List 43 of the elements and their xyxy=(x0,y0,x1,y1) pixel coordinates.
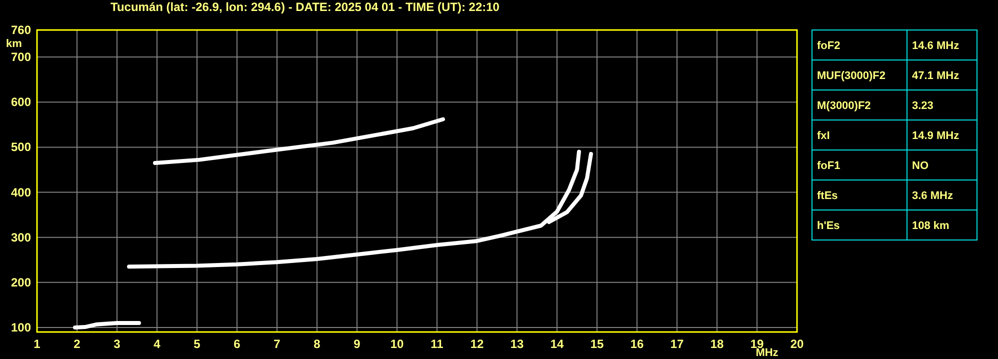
x-tick-label: 14 xyxy=(550,337,564,351)
category-label: MUF(3000)F2 xyxy=(817,70,886,82)
x-tick-label: 11 xyxy=(430,337,444,351)
text: 3.6 MHz xyxy=(912,190,953,202)
y-tick-label: 600 xyxy=(10,95,32,110)
x-tick-label: 17 xyxy=(670,337,684,351)
y-tick-label: 760 xyxy=(10,23,32,37)
y-tick-label: 100 xyxy=(10,320,32,334)
x-tick-label: 9 xyxy=(354,337,361,351)
x-tick-label: 15 xyxy=(590,337,604,351)
y-axis-title: km xyxy=(6,38,22,50)
x-tick-label: 20 xyxy=(790,337,804,351)
text: 3.23 xyxy=(912,100,934,112)
text: 108 km xyxy=(912,220,950,232)
category-label: foF2 xyxy=(817,40,840,52)
x-tick-label: 3 xyxy=(114,337,121,351)
y-tick-label: 400 xyxy=(10,185,32,200)
text: 14.9 MHz xyxy=(912,130,960,142)
x-tick-label: 1 xyxy=(34,337,41,351)
x-tick-label: 18 xyxy=(710,337,724,351)
category-label: fxI xyxy=(817,130,830,142)
y-tick-label: 500 xyxy=(10,140,32,154)
category-label: M(3000)F2 xyxy=(817,100,871,112)
chart-title: Tucumán (lat: -26.9, lon: 294.6) - DATE: 2025 04 01 - TIME (UT): 22:10 xyxy=(110,0,500,14)
y-tick-label: 700 xyxy=(10,50,32,64)
x-tick-label: 4 xyxy=(154,337,161,351)
x-tick-label: 10 xyxy=(390,337,404,351)
text: NO xyxy=(912,160,928,172)
text: 14.6 MHz xyxy=(912,40,960,52)
x-tick-label: 5 xyxy=(194,337,201,351)
x-tick-label: 12 xyxy=(470,337,484,351)
x-tick-label: 13 xyxy=(510,337,524,351)
x-tick-label: 16 xyxy=(630,337,644,351)
category-label: foF1 xyxy=(817,160,840,172)
x-tick-label: 7 xyxy=(274,337,281,351)
x-tick-label: 2 xyxy=(74,337,81,351)
category-label: ftEs xyxy=(817,190,838,202)
x-tick-label: 6 xyxy=(234,337,241,351)
y-tick-label: 200 xyxy=(10,275,32,290)
x-tick-label: 8 xyxy=(314,337,321,351)
text: 47.1 MHz xyxy=(912,70,960,82)
category-label: h'Es xyxy=(817,220,840,232)
y-tick-label: 300 xyxy=(10,230,32,244)
